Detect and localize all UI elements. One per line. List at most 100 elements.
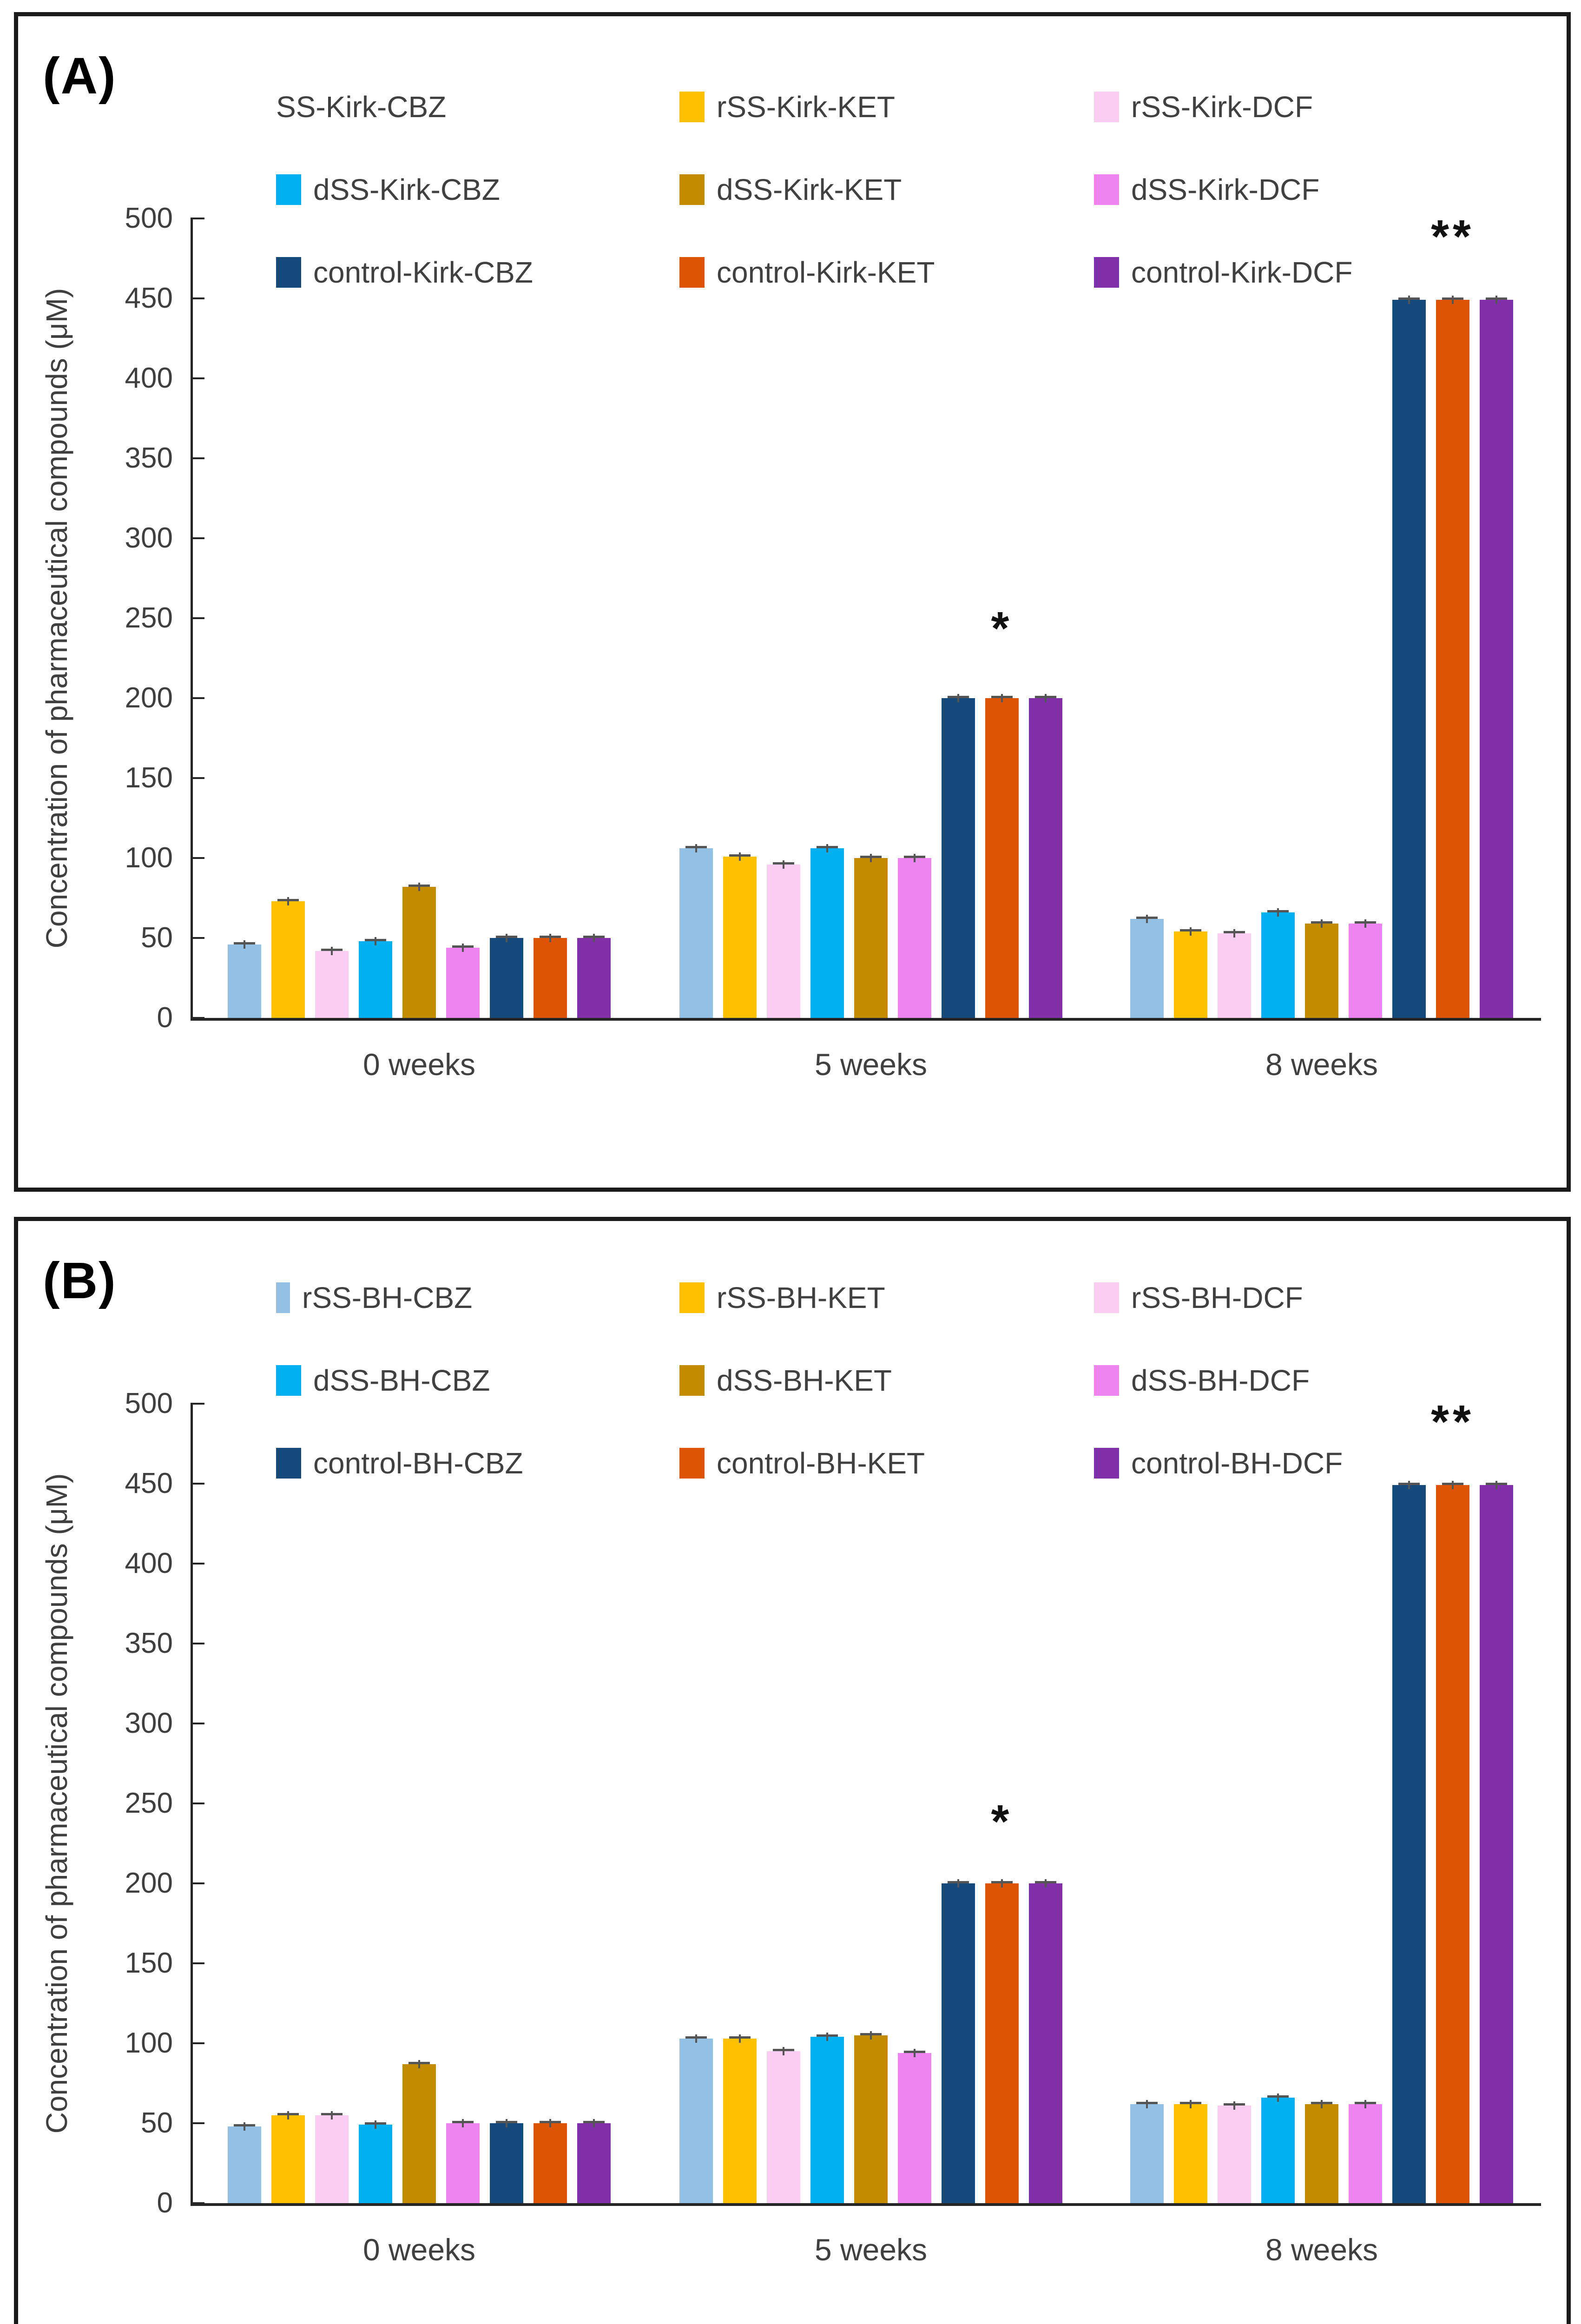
error-bar-cap [1311,2102,1332,2104]
error-bar-cap [234,2124,255,2126]
error-bar-cap [496,936,517,938]
error-bar-cap [1224,931,1245,933]
error-bar [1045,694,1047,702]
bar [854,858,888,1018]
bar [985,698,1019,1018]
bar [1174,2104,1207,2203]
bar [1392,300,1426,1018]
y-axis-line [191,1404,193,2205]
bar [1029,1883,1062,2203]
legend-item: rSS-BH-CBZ [276,1279,472,1316]
bar [810,848,844,1018]
bar [942,1883,975,2203]
error-bar-cap [904,2051,925,2053]
y-tick-label: 50 [141,922,173,954]
bar [1349,2104,1382,2203]
error-bar [1233,929,1235,938]
y-tick-label: 450 [125,282,173,314]
bar [1436,300,1469,1018]
error-bar-cap [817,2034,838,2037]
y-tick-label: 100 [125,2027,173,2059]
error-bar [549,934,551,942]
bar [679,848,713,1018]
legend-swatch [1094,257,1119,288]
legend-item: rSS-BH-KET [679,1279,885,1316]
error-bar [1045,1879,1047,1888]
bar [577,2123,611,2203]
bar [446,2123,480,2203]
y-tick [191,1723,204,1724]
error-bar-cap [1486,297,1507,300]
y-tick [191,1802,204,1804]
error-bar [783,860,784,869]
bar [1174,931,1207,1018]
y-tick [191,1882,204,1884]
error-bar [1146,915,1148,923]
error-bar-cap [729,2036,751,2039]
legend-swatch [679,174,705,205]
error-bar [1190,927,1192,936]
legend-swatch [1094,1365,1119,1396]
legend-item: rSS-Kirk-KET [679,88,895,125]
error-bar-cap [365,2122,386,2125]
legend-label: dSS-Kirk-DCF [1131,173,1320,206]
bar [1392,1485,1426,2203]
legend-swatch [679,257,705,288]
bar [402,2064,436,2203]
legend-swatch [1094,174,1119,205]
legend-label: dSS-BH-KET [717,1364,892,1397]
y-tick [191,1962,204,1964]
legend-swatch [276,174,301,205]
bar [985,1883,1019,2203]
legend-swatch [276,257,301,288]
bar [1305,2104,1338,2203]
error-bar [593,2119,595,2127]
bar [723,2039,757,2203]
error-bar [375,2120,376,2129]
legend-item: dSS-Kirk-DCF [1094,171,1319,208]
legend-swatch [276,1282,290,1313]
legend-item: control-BH-KET [679,1445,925,1482]
y-tick-label: 150 [125,1947,173,1979]
y-tick [191,2122,204,2124]
y-tick [191,617,204,619]
error-bar [1452,296,1454,304]
legend-item: control-Kirk-KET [679,254,935,291]
error-bar-cap [1035,696,1056,698]
y-tick [191,1483,204,1485]
error-bar-cap [991,696,1013,698]
error-bar [957,694,959,702]
legend-label: rSS-BH-CBZ [302,1281,473,1314]
y-tick [191,297,204,299]
bar [534,2123,567,2203]
error-bar [826,844,828,852]
legend-item: dSS-BH-KET [679,1362,892,1399]
error-bar-cap [991,1881,1013,1883]
error-bar [1495,1481,1497,1489]
y-tick [191,857,204,859]
legend-swatch [1094,1448,1119,1479]
y-tick-label: 350 [125,1627,173,1659]
legend-label: dSS-BH-CBZ [313,1364,490,1397]
legend-item: control-BH-DCF [1094,1445,1343,1482]
error-bar-cap [452,945,474,948]
y-tick [191,218,204,219]
y-tick-label: 400 [125,1547,173,1579]
legend-item: rSS-Kirk-DCF [1094,88,1313,125]
legend-item: control-BH-CBZ [276,1445,523,1482]
error-bar [914,854,916,862]
legend-item: control-Kirk-DCF [1094,254,1352,291]
legend-label: dSS-Kirk-CBZ [313,173,500,206]
legend-swatch [679,92,705,122]
legend-swatch [276,1448,301,1479]
legend-label: control-Kirk-KET [717,256,935,289]
error-bar [1190,2100,1192,2108]
y-tick [191,1643,204,1644]
bar [898,858,931,1018]
error-bar-cap [1311,921,1332,924]
error-bar-cap [234,942,255,944]
y-tick-label: 300 [125,522,173,554]
error-bar [1001,1879,1003,1888]
bar [490,938,523,1018]
